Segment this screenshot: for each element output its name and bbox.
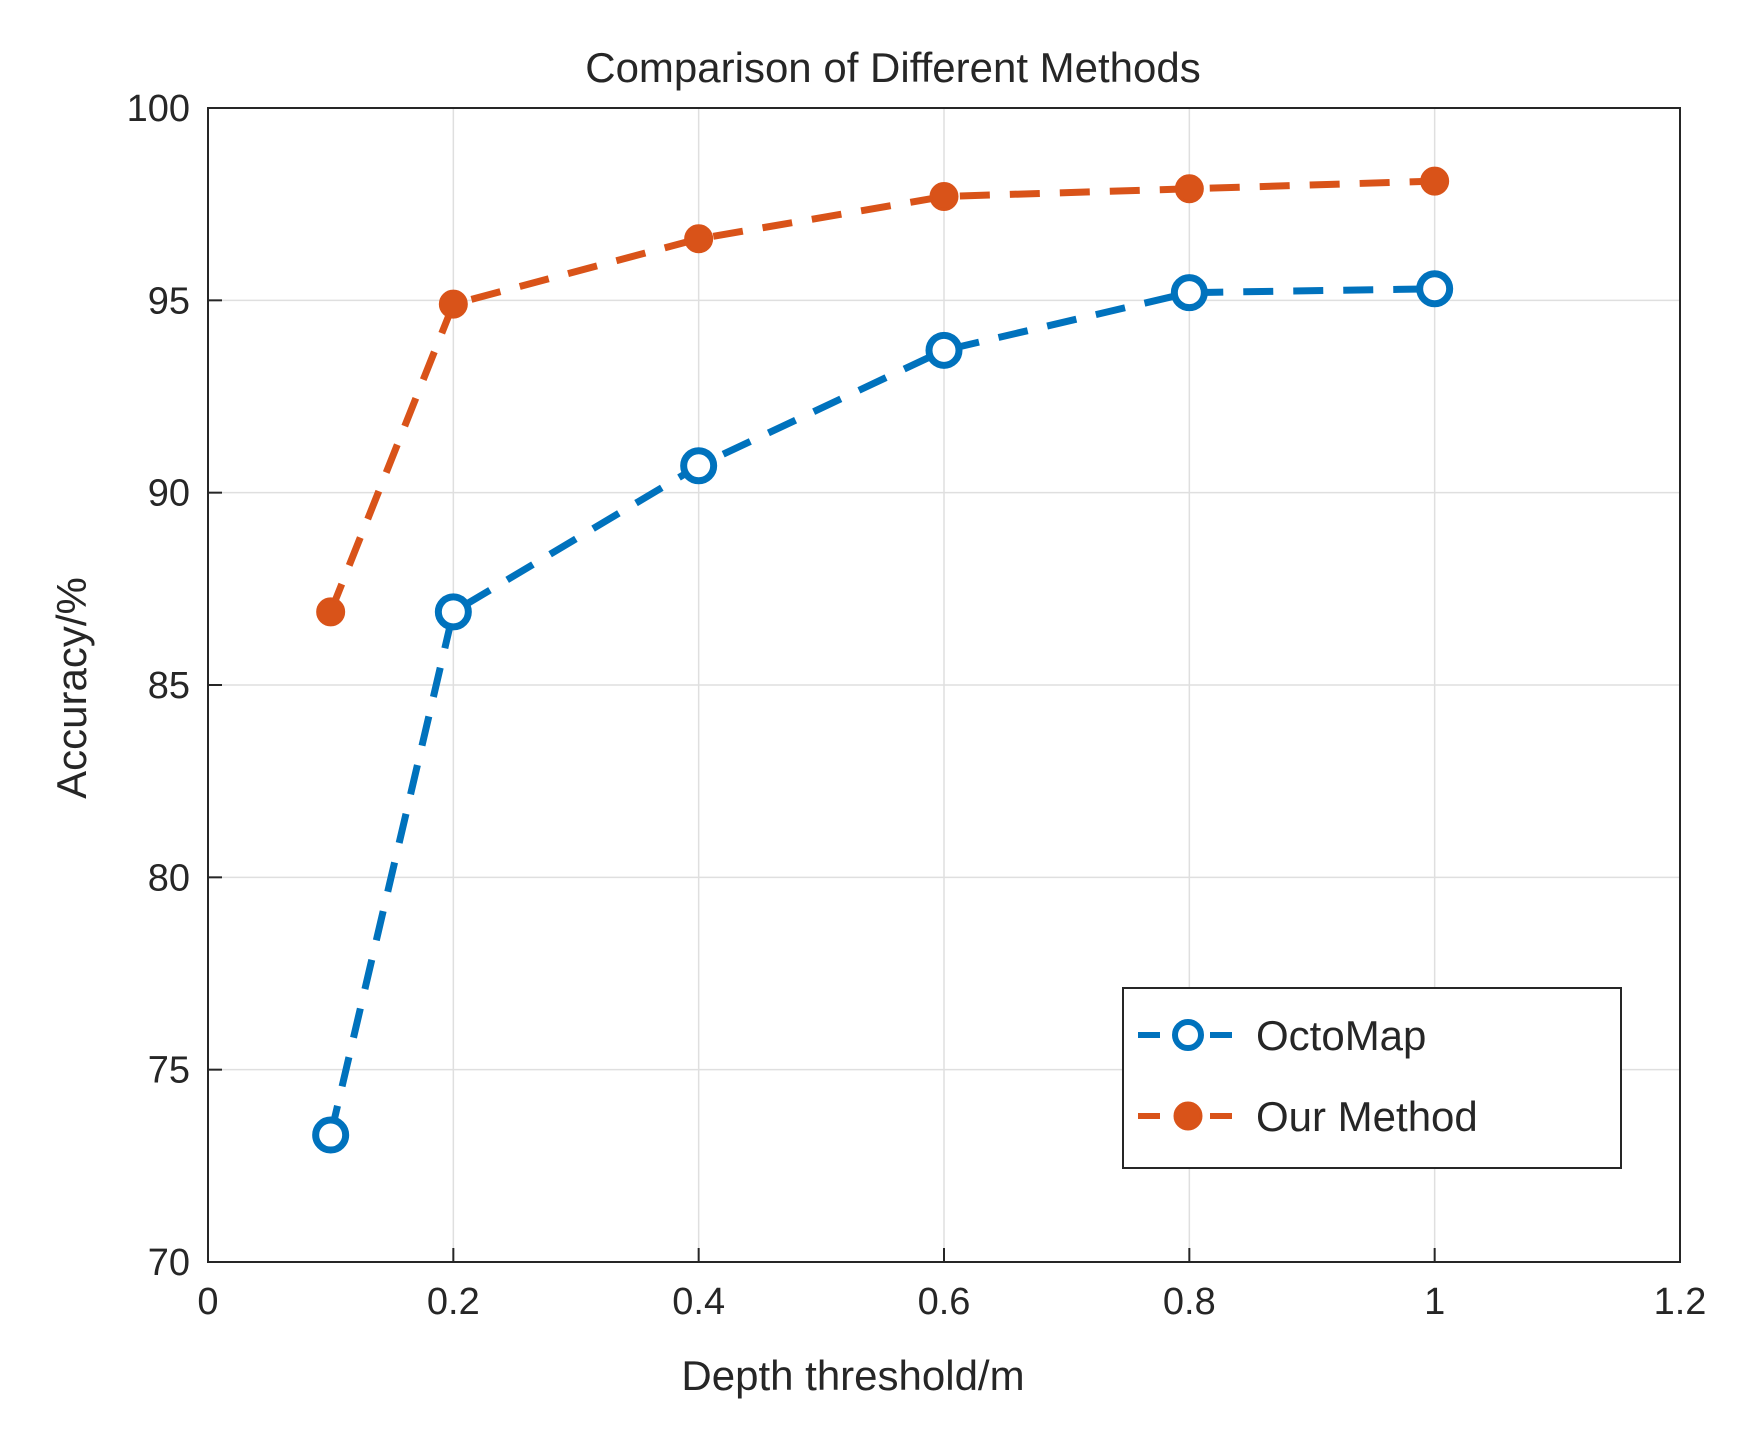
legend-box xyxy=(1122,987,1622,1169)
data-point-octomap-3 xyxy=(925,331,963,369)
data-point-our-method-1 xyxy=(438,289,468,319)
x-tick-label-3: 0.6 xyxy=(918,1281,971,1323)
data-point-octomap-1 xyxy=(434,593,472,631)
x-tick-label-0: 0 xyxy=(197,1281,218,1323)
x-tick-label-2: 0.4 xyxy=(672,1281,725,1323)
x-tick-label-6: 1.2 xyxy=(1654,1281,1707,1323)
legend-marker-octomap xyxy=(1172,1019,1204,1051)
y-tick-label-6: 100 xyxy=(127,88,190,130)
legend-marker-our-method xyxy=(1173,1101,1203,1131)
y-tick-label-4: 90 xyxy=(148,473,190,515)
x-tick-label-5: 1 xyxy=(1424,1281,1445,1323)
y-tick-label-1: 75 xyxy=(148,1050,190,1092)
x-tick-label-1: 0.2 xyxy=(427,1281,480,1323)
data-point-octomap-0 xyxy=(312,1116,350,1154)
series-our-method xyxy=(316,166,1450,627)
legend-entry-octomap: OctoMap xyxy=(1138,1012,1426,1059)
data-point-octomap-5 xyxy=(1416,270,1454,308)
y-tick-label-5: 95 xyxy=(148,280,190,322)
series-octomap xyxy=(312,270,1454,1154)
legend: OctoMap Our Method xyxy=(1122,987,1622,1169)
x-axis-title: Depth threshold/m xyxy=(681,1352,1024,1399)
legend-label-octomap: OctoMap xyxy=(1256,1012,1426,1059)
data-point-our-method-3 xyxy=(929,181,959,211)
data-point-our-method-2 xyxy=(684,224,714,254)
legend-entry-our-method: Our Method xyxy=(1138,1093,1478,1140)
data-point-our-method-0 xyxy=(316,597,346,627)
series-line-octomap xyxy=(327,285,1435,1136)
series-line-our-method xyxy=(327,177,1435,614)
series-layer xyxy=(312,166,1454,1154)
chart-title: Comparison of Different Methods xyxy=(585,44,1201,91)
y-axis-title: Accuracy/% xyxy=(48,577,95,799)
legend-label-our-method: Our Method xyxy=(1256,1093,1478,1140)
data-point-octomap-4 xyxy=(1170,274,1208,312)
data-point-octomap-2 xyxy=(680,447,718,485)
y-tick-label-2: 80 xyxy=(148,857,190,899)
data-point-our-method-5 xyxy=(1420,166,1450,196)
y-tick-label-3: 85 xyxy=(148,665,190,707)
axis-ticks: 0 0.2 0.4 0.6 0.8 1 1.2 70 75 80 85 90 95 100 xyxy=(127,88,1707,1323)
data-point-our-method-4 xyxy=(1174,174,1204,204)
y-tick-label-0: 70 xyxy=(148,1242,190,1284)
x-tick-label-4: 0.8 xyxy=(1163,1281,1216,1323)
